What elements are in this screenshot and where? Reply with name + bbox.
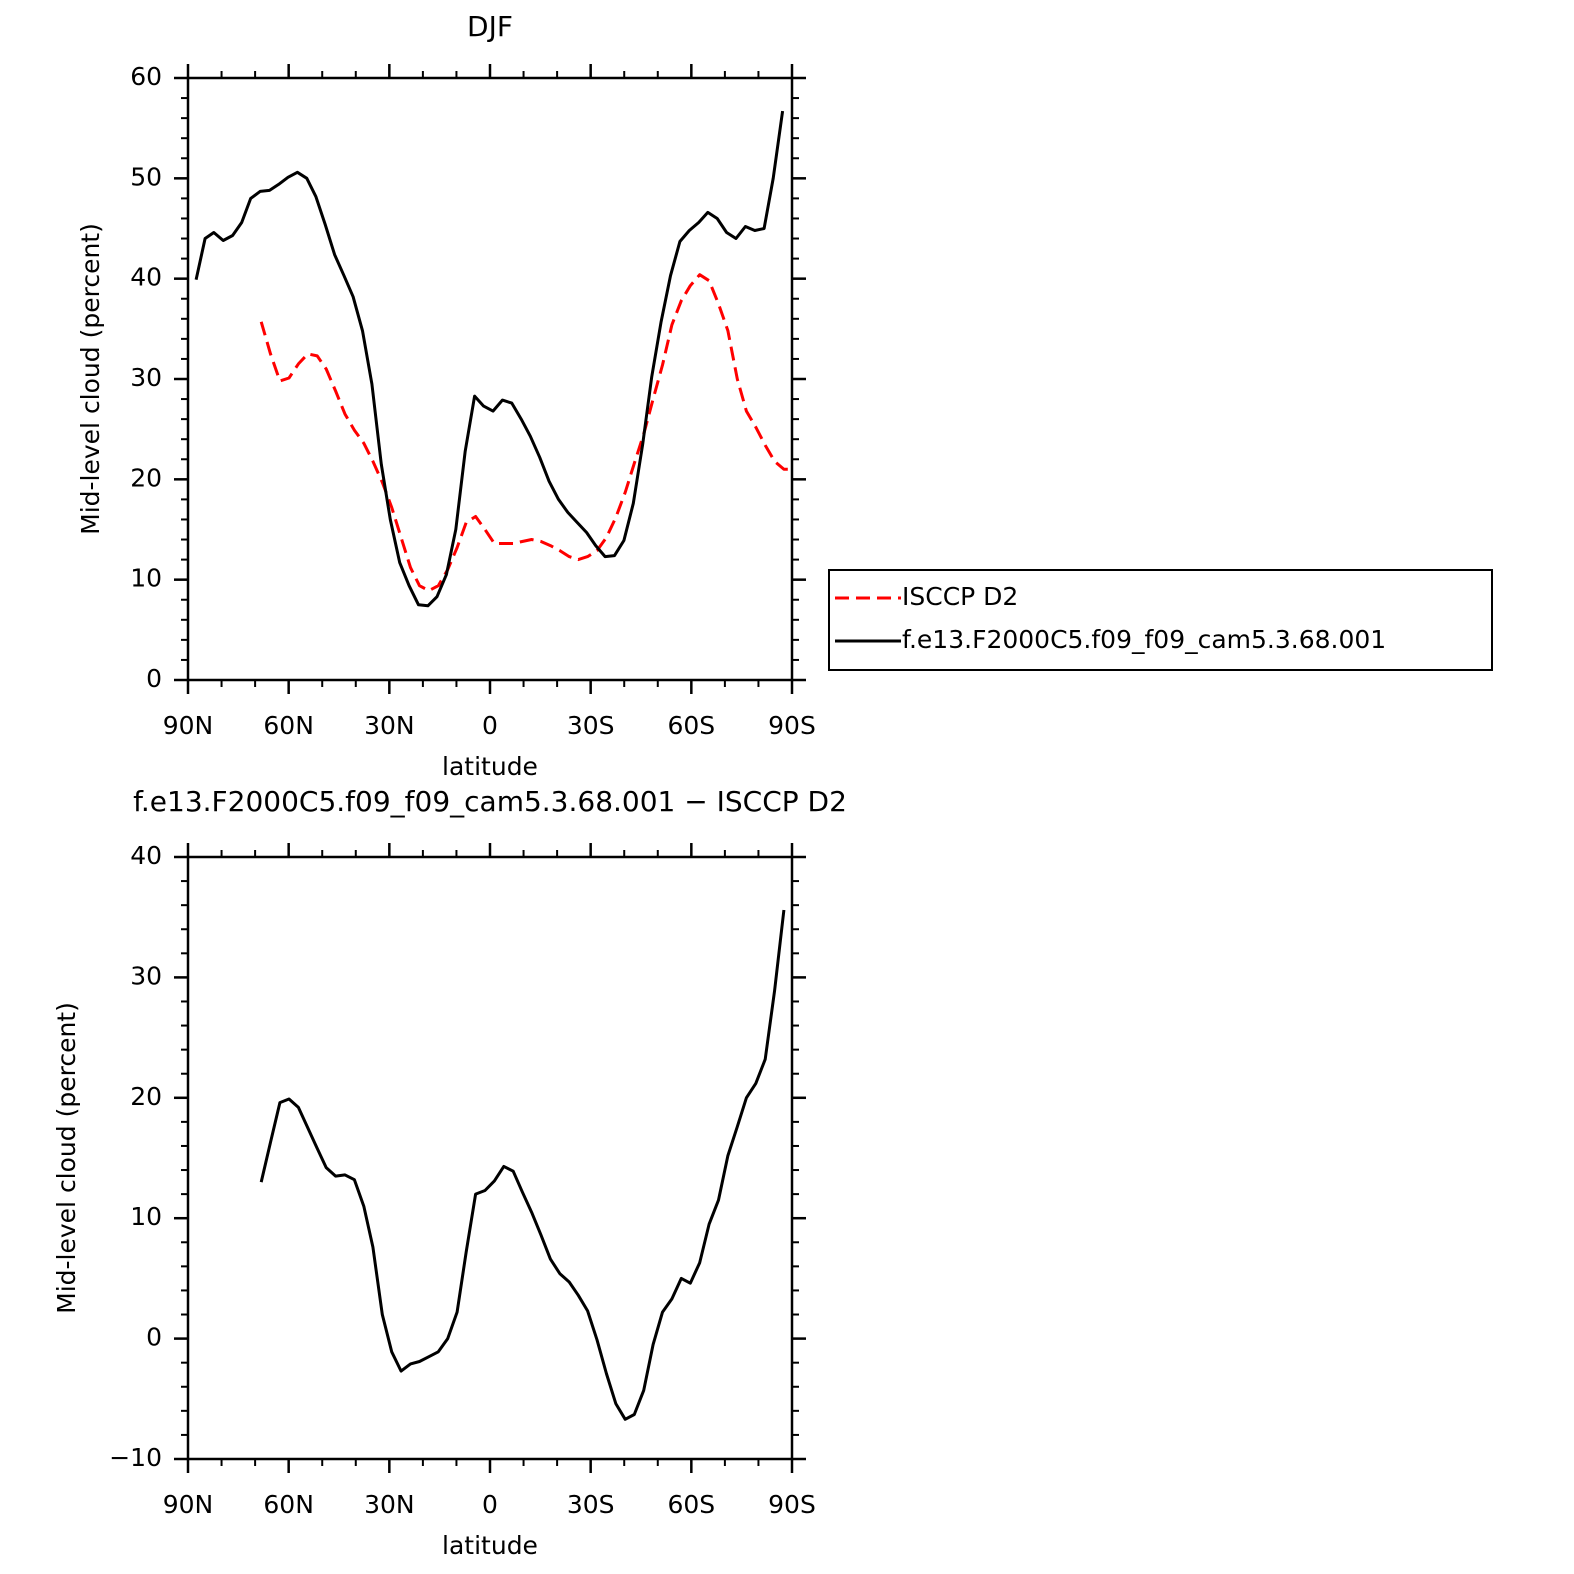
x-tick-label: 0 [482,711,498,740]
legend-label: f.e13.F2000C5.f09_f09_cam5.3.68.001 [902,625,1386,654]
chart-title: f.e13.F2000C5.f09_f09_cam5.3.68.001 − IS… [133,785,847,818]
y-tick-label: 10 [130,564,162,593]
x-tick-label: 90S [768,711,816,740]
legend-label: ISCCP D2 [902,582,1018,611]
x-tick-label: 90N [163,1490,214,1519]
x-axis-label: latitude [442,752,538,781]
x-tick-label: 30N [364,1490,415,1519]
y-tick-label: 30 [130,961,162,990]
y-tick-label: 0 [146,1323,162,1352]
x-tick-label: 60S [667,711,715,740]
y-tick-label: 10 [130,1202,162,1231]
y-tick-label: 40 [130,263,162,292]
x-tick-label: 90N [163,711,214,740]
legend-box [828,569,1493,671]
plot-frame [186,76,794,682]
x-tick-label: 0 [482,1490,498,1519]
x-tick-label: 30N [364,711,415,740]
y-tick-label: 20 [130,1082,162,1111]
y-tick-label: −10 [109,1443,162,1472]
y-tick-label: 50 [130,162,162,191]
series-line [259,273,789,593]
y-tick-label: 20 [130,463,162,492]
x-axis-label: latitude [442,1531,538,1560]
series-line [194,110,785,608]
x-tick-label: 60S [667,1490,715,1519]
x-tick-label: 60N [263,1490,314,1519]
y-tick-label: 0 [146,664,162,693]
plot-frame [186,855,794,1461]
y-axis-label: Mid-level cloud (percent) [76,223,105,535]
x-tick-label: 60N [263,711,314,740]
x-tick-label: 30S [567,1490,615,1519]
x-tick-label: 30S [567,711,615,740]
y-tick-label: 30 [130,363,162,392]
y-axis-label: Mid-level cloud (percent) [52,1002,81,1314]
y-tick-label: 40 [130,841,162,870]
chart-title: DJF [467,10,513,43]
series-line [259,909,786,1421]
x-tick-label: 90S [768,1490,816,1519]
y-tick-label: 60 [130,62,162,91]
